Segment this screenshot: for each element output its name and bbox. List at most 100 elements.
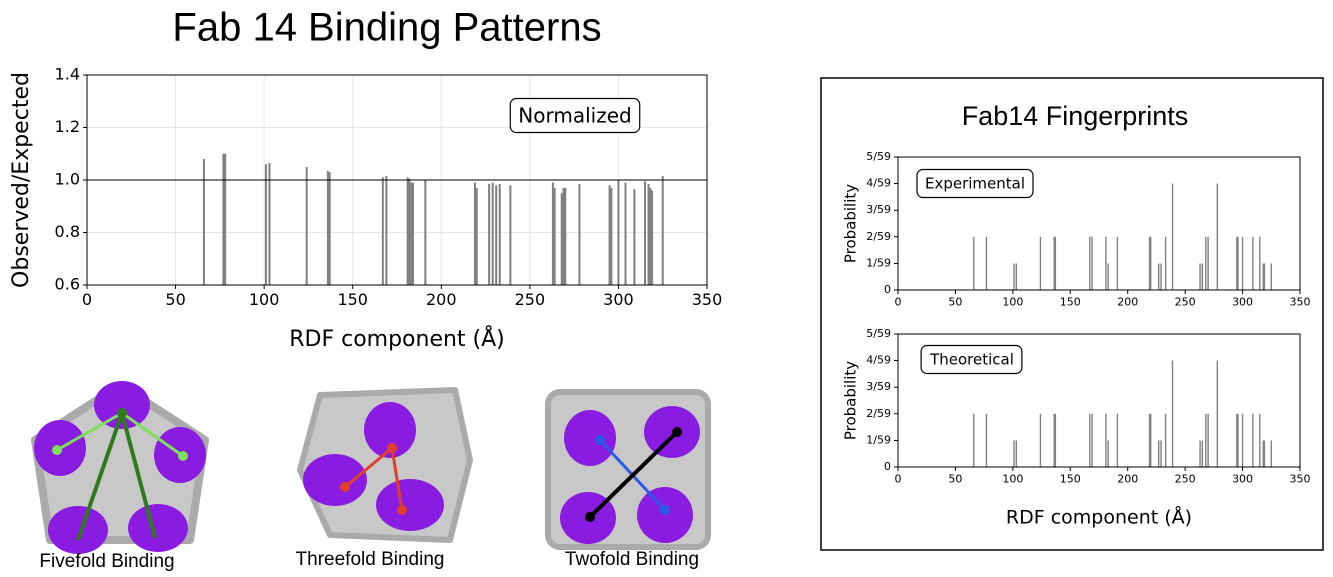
bar — [491, 182, 494, 285]
bar — [1015, 440, 1018, 467]
bar — [647, 183, 650, 285]
plot-frame — [86, 74, 708, 286]
bar — [264, 164, 267, 285]
x-tick-label: 250 — [1175, 473, 1196, 486]
annotation: Theoretical — [929, 351, 1014, 369]
bar — [1207, 236, 1209, 290]
y-tick-label: 1.2 — [55, 117, 80, 136]
bar — [1015, 263, 1018, 290]
bar — [1241, 413, 1244, 467]
x-tick-label: 150 — [1060, 296, 1081, 309]
bar — [1252, 236, 1254, 290]
bar — [1013, 263, 1015, 290]
x-tick-label: 250 — [1175, 296, 1196, 309]
bar — [1107, 440, 1109, 467]
bar — [1013, 440, 1015, 467]
bar — [424, 180, 427, 285]
bar — [564, 187, 567, 285]
bar — [1091, 413, 1093, 467]
plot-frame — [897, 333, 1301, 468]
bar — [1263, 440, 1266, 467]
bar — [410, 182, 413, 285]
bar — [649, 187, 652, 285]
annotation: Experimental — [925, 175, 1025, 193]
bar — [1259, 236, 1261, 290]
bar — [578, 183, 581, 285]
bar — [560, 193, 563, 285]
x-tick-label: 300 — [1232, 473, 1253, 486]
bar — [644, 181, 646, 285]
bar — [1259, 413, 1261, 467]
y-axis-label: Probability — [842, 184, 860, 263]
x-tick-label: 50 — [948, 473, 962, 486]
bar — [553, 187, 556, 285]
bar — [1237, 413, 1239, 467]
bar — [408, 178, 411, 285]
y-axis-label: Observed/Expected — [9, 72, 34, 288]
x-tick-label: 0 — [895, 473, 902, 486]
plot-frame — [897, 156, 1301, 291]
bar — [1199, 440, 1201, 467]
bar — [1201, 263, 1204, 290]
bar — [1039, 413, 1042, 467]
bar — [973, 236, 975, 290]
bar — [1262, 440, 1264, 467]
bar — [633, 189, 636, 285]
bar — [1164, 236, 1167, 290]
annotation-box — [916, 168, 1034, 199]
x-tick-label: 100 — [1002, 296, 1023, 309]
x-tick-label: 50 — [165, 290, 185, 309]
bar — [473, 182, 476, 285]
bar — [562, 187, 565, 285]
bar — [1216, 360, 1219, 467]
bar — [1091, 236, 1093, 290]
diagram-caption: Twofold Binding — [565, 549, 699, 570]
bar — [1263, 263, 1266, 290]
y-tick-label: 2/59 — [866, 407, 891, 420]
bar — [1201, 440, 1204, 467]
bar — [608, 185, 611, 285]
bar — [328, 172, 331, 285]
bar — [661, 176, 664, 285]
bar — [1158, 440, 1160, 467]
y-tick-label: 1/59 — [866, 256, 891, 269]
x-tick-label: 300 — [1232, 296, 1253, 309]
chart-title: Fab 14 Binding Patterns — [172, 6, 601, 50]
twofold-diagram — [545, 389, 711, 550]
y-tick-label: 5/59 — [866, 327, 891, 340]
bar — [1205, 413, 1207, 467]
x-tick-label: 0 — [895, 296, 902, 309]
bar — [1053, 236, 1055, 290]
bar — [498, 183, 501, 285]
bar — [202, 159, 205, 285]
bar — [617, 180, 620, 285]
bar — [488, 183, 491, 285]
x-tick-label: 350 — [692, 290, 723, 309]
diagram-caption: Threefold Binding — [296, 549, 445, 570]
x-tick-label: 250 — [515, 290, 546, 309]
bar — [1105, 413, 1107, 467]
bar — [509, 185, 512, 285]
bar — [1054, 413, 1057, 467]
bar — [1199, 263, 1201, 290]
x-tick-label: 150 — [337, 290, 368, 309]
bar — [1252, 413, 1254, 467]
bar — [1171, 183, 1174, 290]
x-tick-label: 300 — [603, 290, 634, 309]
x-tick-label: 100 — [1002, 473, 1023, 486]
threefold-diagram — [297, 387, 473, 543]
bar — [651, 190, 654, 285]
y-tick-label: 0.8 — [55, 222, 80, 241]
x-axis-label: RDF component (Å) — [289, 325, 505, 352]
bar — [985, 236, 988, 290]
panel-title: Fab14 Fingerprints — [962, 101, 1189, 131]
diagram-caption: Fivefold Binding — [39, 551, 174, 572]
bar — [973, 413, 975, 467]
y-tick-label: 3/59 — [866, 203, 891, 216]
bar — [1207, 413, 1209, 467]
bar — [1105, 236, 1107, 290]
bar — [406, 177, 409, 285]
y-axis-label: Probability — [842, 361, 860, 440]
x-tick-label: 350 — [1290, 473, 1311, 486]
bar — [1158, 263, 1160, 290]
